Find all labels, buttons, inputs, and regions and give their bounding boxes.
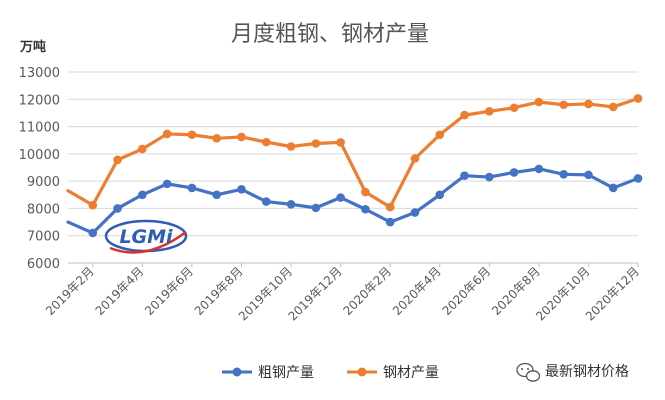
- x-tick-label: 2019年2月: [43, 264, 97, 318]
- x-axis-ticks: 2019年2月2019年4月2019年6月2019年8月2019年10月2019…: [43, 263, 642, 323]
- data-point: [88, 200, 98, 210]
- y-axis-ticks: 13000 12000 11000 10000 9000 8000 7000 6000: [19, 66, 60, 272]
- data-point: [311, 203, 321, 213]
- series-0: [66, 164, 643, 238]
- data-point: [633, 94, 643, 103]
- y-tick-label: 10000: [19, 148, 60, 163]
- data-point: [162, 129, 172, 139]
- data-point: [608, 183, 618, 193]
- data-point: [162, 179, 172, 189]
- series-1: [66, 94, 643, 212]
- x-tick-label: 2019年4月: [93, 264, 147, 318]
- data-point: [410, 154, 420, 163]
- watermark: 最新钢材价格: [516, 362, 629, 382]
- data-point: [534, 164, 544, 174]
- y-tick-label: 13000: [19, 66, 60, 81]
- y-tick-label: 7000: [27, 230, 60, 245]
- data-point: [212, 190, 221, 200]
- y-tick-label: 8000: [27, 202, 60, 217]
- data-point: [509, 103, 519, 113]
- data-point: [559, 170, 568, 179]
- data-point: [509, 168, 519, 177]
- data-point: [410, 208, 420, 217]
- watermark-text: 最新钢材价格: [545, 364, 629, 380]
- data-point: [237, 132, 246, 142]
- x-tick-label: 2019年8月: [192, 264, 246, 318]
- data-point: [435, 190, 445, 200]
- gridlines: [68, 71, 638, 264]
- x-tick-label: 2020年6月: [440, 264, 494, 318]
- data-point: [187, 183, 197, 193]
- logo-text: LGMi: [119, 226, 173, 248]
- data-point: [237, 185, 246, 194]
- x-tick-label: 2020年12月: [583, 264, 642, 323]
- y-tick-label: 9000: [27, 175, 60, 190]
- legend-marker-crude-steel: [232, 367, 242, 377]
- lgmi-logo: LGMi: [104, 219, 188, 254]
- legend-item-crude-steel: 粗钢产量: [222, 365, 314, 381]
- data-point: [485, 172, 494, 182]
- data-point: [88, 228, 98, 238]
- data-point: [385, 202, 395, 212]
- data-point: [435, 130, 445, 140]
- wechat-icon: [516, 362, 541, 382]
- logo-swoosh: [109, 230, 187, 254]
- data-point: [286, 200, 296, 209]
- y-tick-label: 12000: [19, 93, 60, 108]
- data-point: [633, 174, 643, 183]
- data-point: [261, 197, 271, 206]
- data-point: [336, 193, 345, 202]
- x-tick-label: 2019年6月: [142, 264, 196, 318]
- x-tick-label: 2020年8月: [489, 264, 543, 318]
- data-point: [113, 155, 122, 165]
- data-point: [361, 187, 370, 197]
- data-point: [361, 204, 370, 214]
- y-unit-label: 万吨: [19, 39, 46, 55]
- data-point: [187, 130, 197, 140]
- data-point: [336, 138, 345, 147]
- data-point: [286, 142, 296, 151]
- data-point: [261, 137, 271, 147]
- legend-item-steel-products: 钢材产量: [347, 365, 439, 381]
- series-lines: [66, 94, 643, 238]
- y-tick-label: 11000: [19, 121, 60, 136]
- data-point: [534, 97, 544, 107]
- data-point: [559, 100, 568, 110]
- data-point: [608, 102, 618, 112]
- data-point: [460, 171, 469, 180]
- legend: 粗钢产量 钢材产量: [222, 365, 439, 381]
- chart-title: 月度粗钢、钢材产量: [231, 22, 429, 47]
- data-point: [485, 106, 494, 116]
- x-tick-label: 2020年4月: [390, 264, 444, 318]
- data-point: [584, 99, 593, 109]
- legend-label-steel-products: 钢材产量: [383, 365, 439, 381]
- data-point: [138, 144, 147, 154]
- data-point: [460, 110, 469, 120]
- data-point: [138, 190, 147, 200]
- data-point: [584, 170, 593, 180]
- data-point: [311, 139, 321, 148]
- series-line: [66, 167, 640, 235]
- x-tick-label: 2020年2月: [340, 264, 394, 318]
- legend-label-crude-steel: 粗钢产量: [258, 365, 314, 381]
- y-tick-label: 6000: [27, 257, 60, 272]
- data-point: [385, 217, 395, 227]
- data-point: [113, 204, 122, 213]
- data-point: [212, 134, 221, 143]
- x-tick-label: 2019年12月: [285, 264, 344, 323]
- legend-marker-steel-products: [357, 367, 367, 377]
